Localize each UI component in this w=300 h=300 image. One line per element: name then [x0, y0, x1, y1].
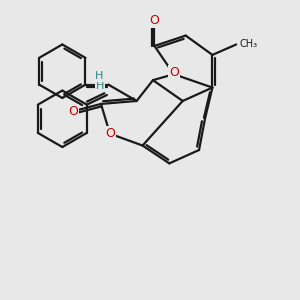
Text: O: O — [169, 66, 179, 79]
Text: H: H — [95, 71, 103, 81]
Text: H: H — [96, 81, 105, 91]
Text: O: O — [68, 105, 78, 118]
Text: CH₃: CH₃ — [240, 40, 258, 50]
Text: O: O — [105, 127, 115, 140]
Text: O: O — [149, 14, 159, 27]
